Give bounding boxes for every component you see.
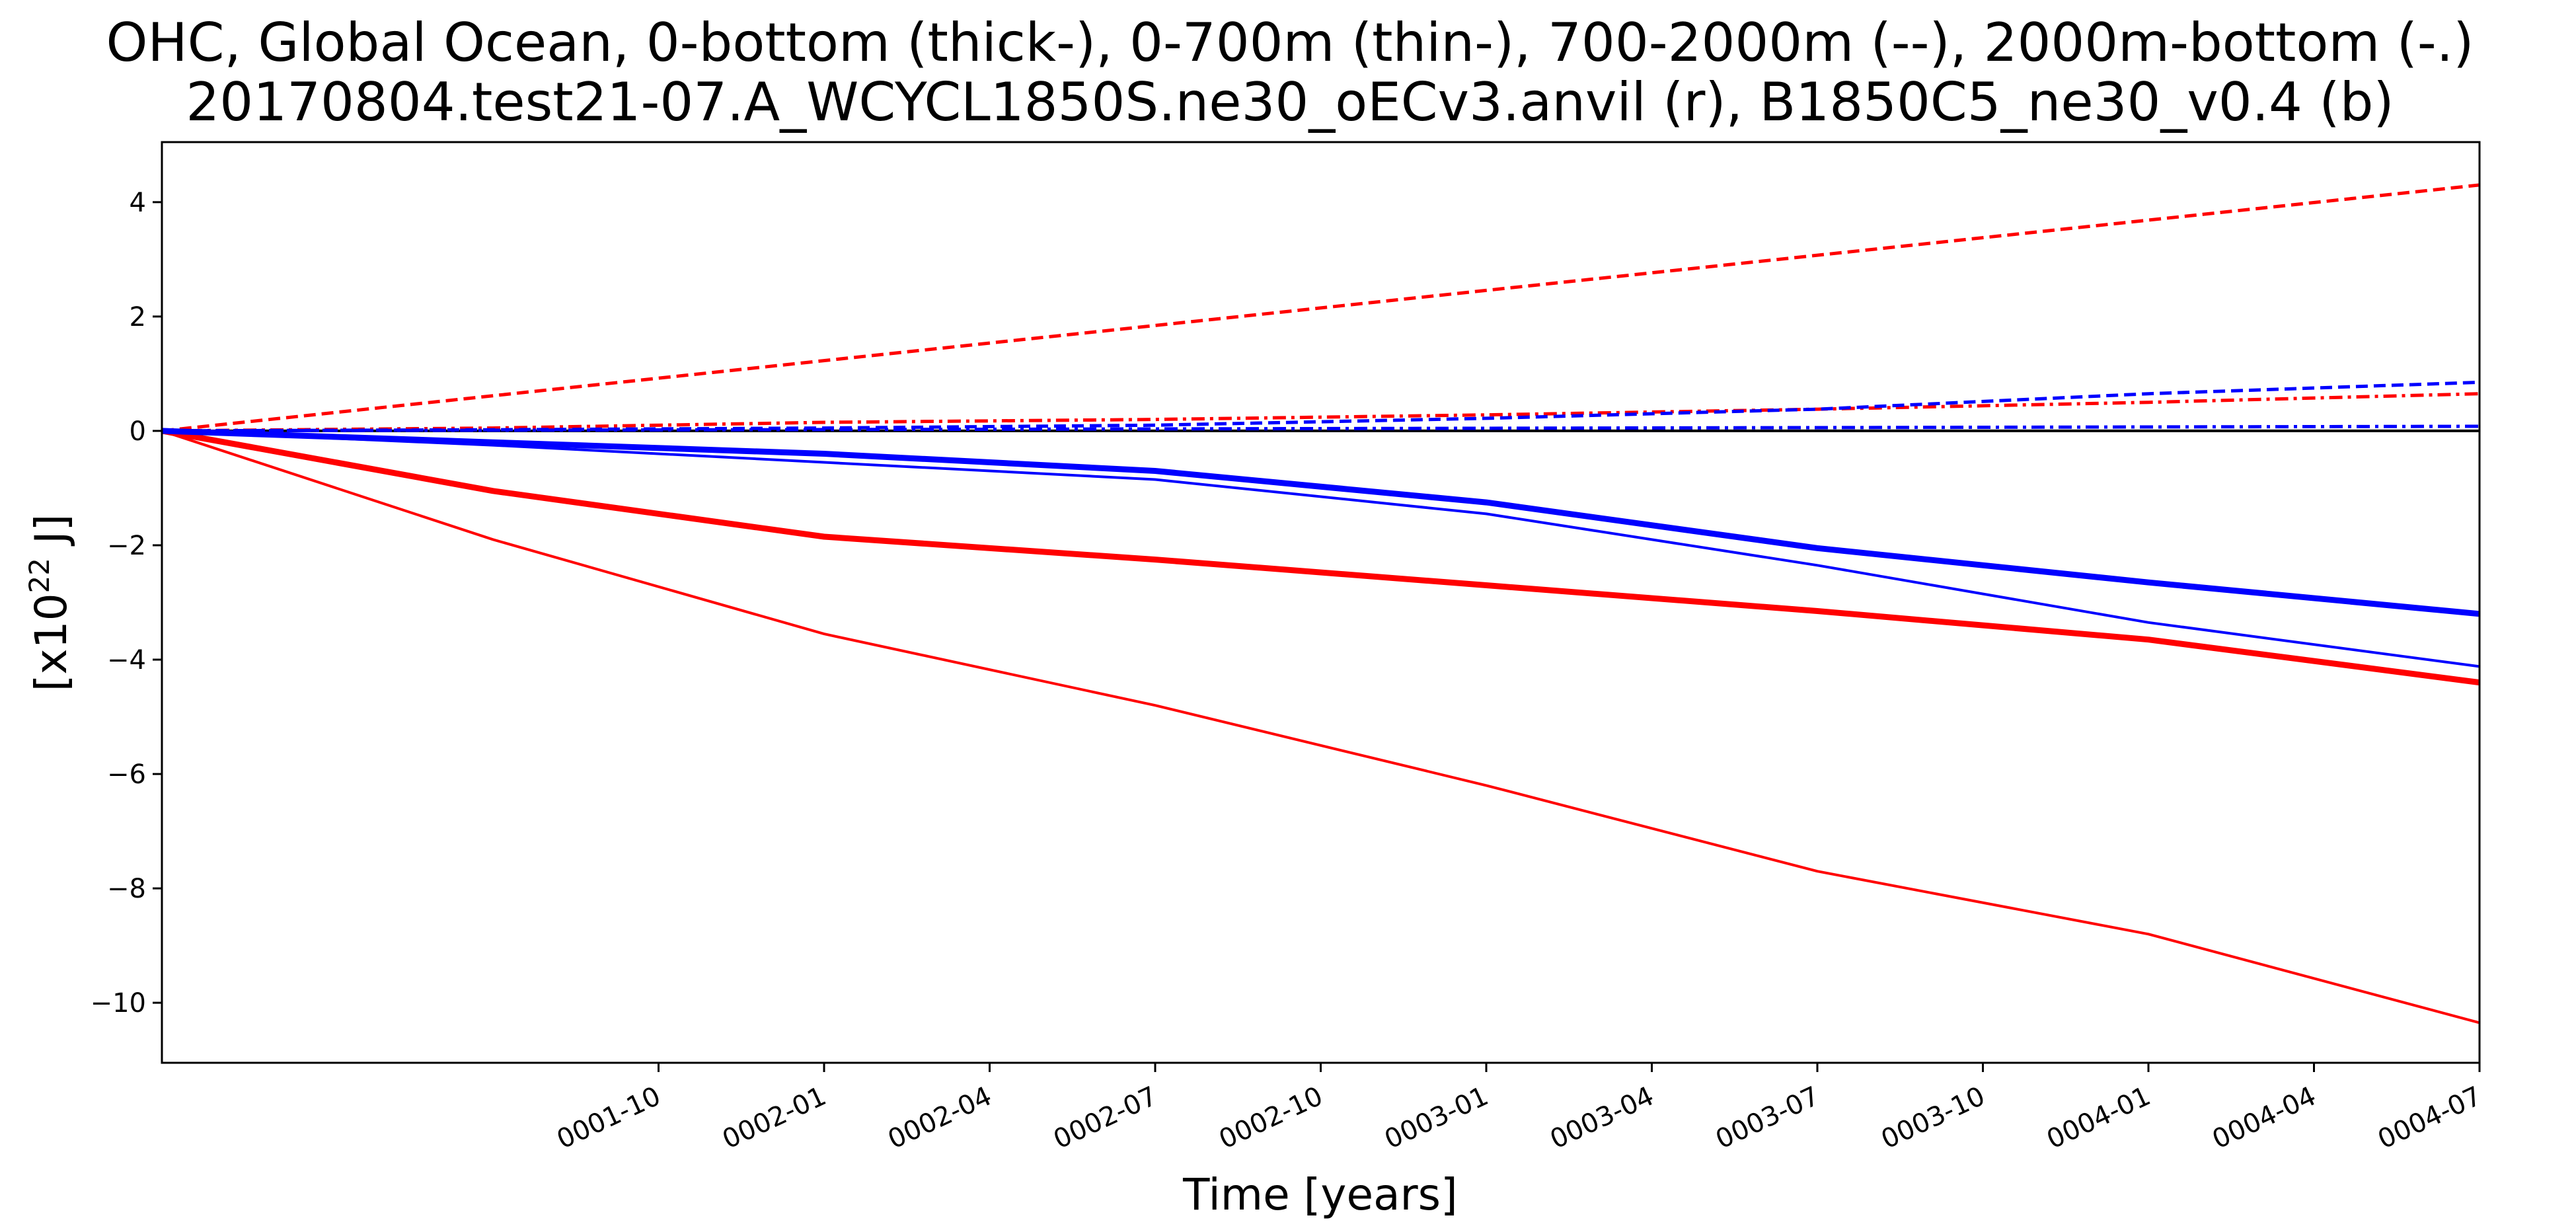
y-tick-label: −6 [107,759,146,790]
y-axis-label-suffix: J] [26,514,77,558]
y-tick-label: −4 [107,645,146,675]
series-line-r-solid-thin [161,429,2480,1024]
series-line-r-solid-thick [161,428,2480,686]
series-line-b-solid-thick [161,428,2480,617]
y-axis-label-prefix: [x10 [26,593,77,691]
y-tick-label: −8 [107,874,146,904]
y-tick-label: 2 [130,302,146,332]
data-series [161,183,2480,1024]
series-line-b-solid-thin [161,429,2480,668]
y-axis-label-exponent: 22 [23,558,56,593]
chart-title-line-1: OHC, Global Ocean, 0-bottom (thick-), 0-… [106,12,2474,73]
series-line-r-dashed-medium [161,183,2480,433]
y-axis-ticks: −10 −8 −6 −4 −2 0 2 4 [91,188,162,1019]
x-axis-label: Time [years] [1182,1169,1458,1220]
y-tick-label: −10 [91,988,146,1019]
series-line-b-dashdot-medium [161,424,2480,433]
series-line-r-dashdot-medium [161,392,2480,433]
chart-title-line-2: 20170804.test21-07.A_WCYCL1850S.ne30_oEC… [186,71,2394,133]
y-axis-label: [x1022 J] [23,514,77,691]
y-tick-label: −2 [107,531,146,561]
y-tick-label: 0 [130,416,146,447]
y-tick-label: 4 [130,188,146,218]
